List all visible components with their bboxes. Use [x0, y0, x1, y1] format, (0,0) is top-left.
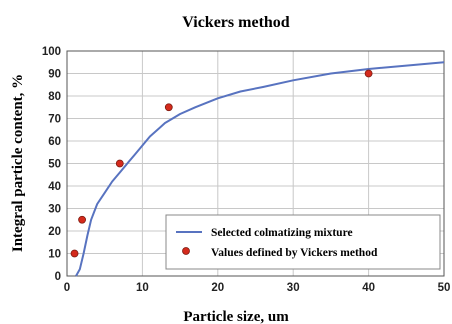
y-tick-label: 100 [42, 46, 61, 58]
legend: Selected colmatizing mixture Values defi… [165, 214, 441, 270]
y-tick-label: 0 [55, 271, 61, 283]
x-tick-label: 10 [136, 282, 149, 294]
series-layer [70, 61, 445, 277]
y-tick-label: 20 [48, 226, 61, 238]
y-tick-label: 50 [48, 159, 61, 171]
legend-point-swatch [182, 247, 190, 255]
y-tick-label: 30 [48, 204, 61, 216]
legend-label-points: Values defined by Vickers method [211, 247, 378, 259]
axis-ticks: 0 10 20 30 40 50 60 70 80 90 100 0 10 20 30 40 50 [42, 46, 451, 294]
y-axis-label: Integral particle content, % [10, 74, 26, 252]
y-tick-label: 80 [48, 91, 61, 103]
y-tick-label: 40 [48, 181, 61, 193]
plot-area [66, 50, 445, 277]
data-point [78, 215, 86, 224]
chart-title: Vickers method [182, 14, 289, 31]
legend-box [165, 214, 441, 270]
series-line [75, 61, 445, 277]
data-point [164, 103, 173, 112]
data-point [70, 249, 79, 258]
y-tick-label: 60 [48, 136, 61, 148]
y-tick-label: 10 [48, 249, 61, 261]
x-tick-label: 40 [362, 282, 375, 294]
x-tick-label: 20 [211, 282, 224, 294]
x-tick-label: 0 [64, 282, 70, 294]
y-tick-label: 70 [48, 114, 61, 126]
x-tick-label: 30 [287, 282, 300, 294]
x-tick-label: 50 [438, 282, 451, 294]
y-tick-label: 90 [48, 69, 61, 81]
x-axis-label: Particle size, um [183, 309, 289, 324]
data-point [364, 69, 373, 78]
legend-label-line: Selected colmatizing mixture [211, 227, 353, 239]
data-point [115, 159, 124, 168]
